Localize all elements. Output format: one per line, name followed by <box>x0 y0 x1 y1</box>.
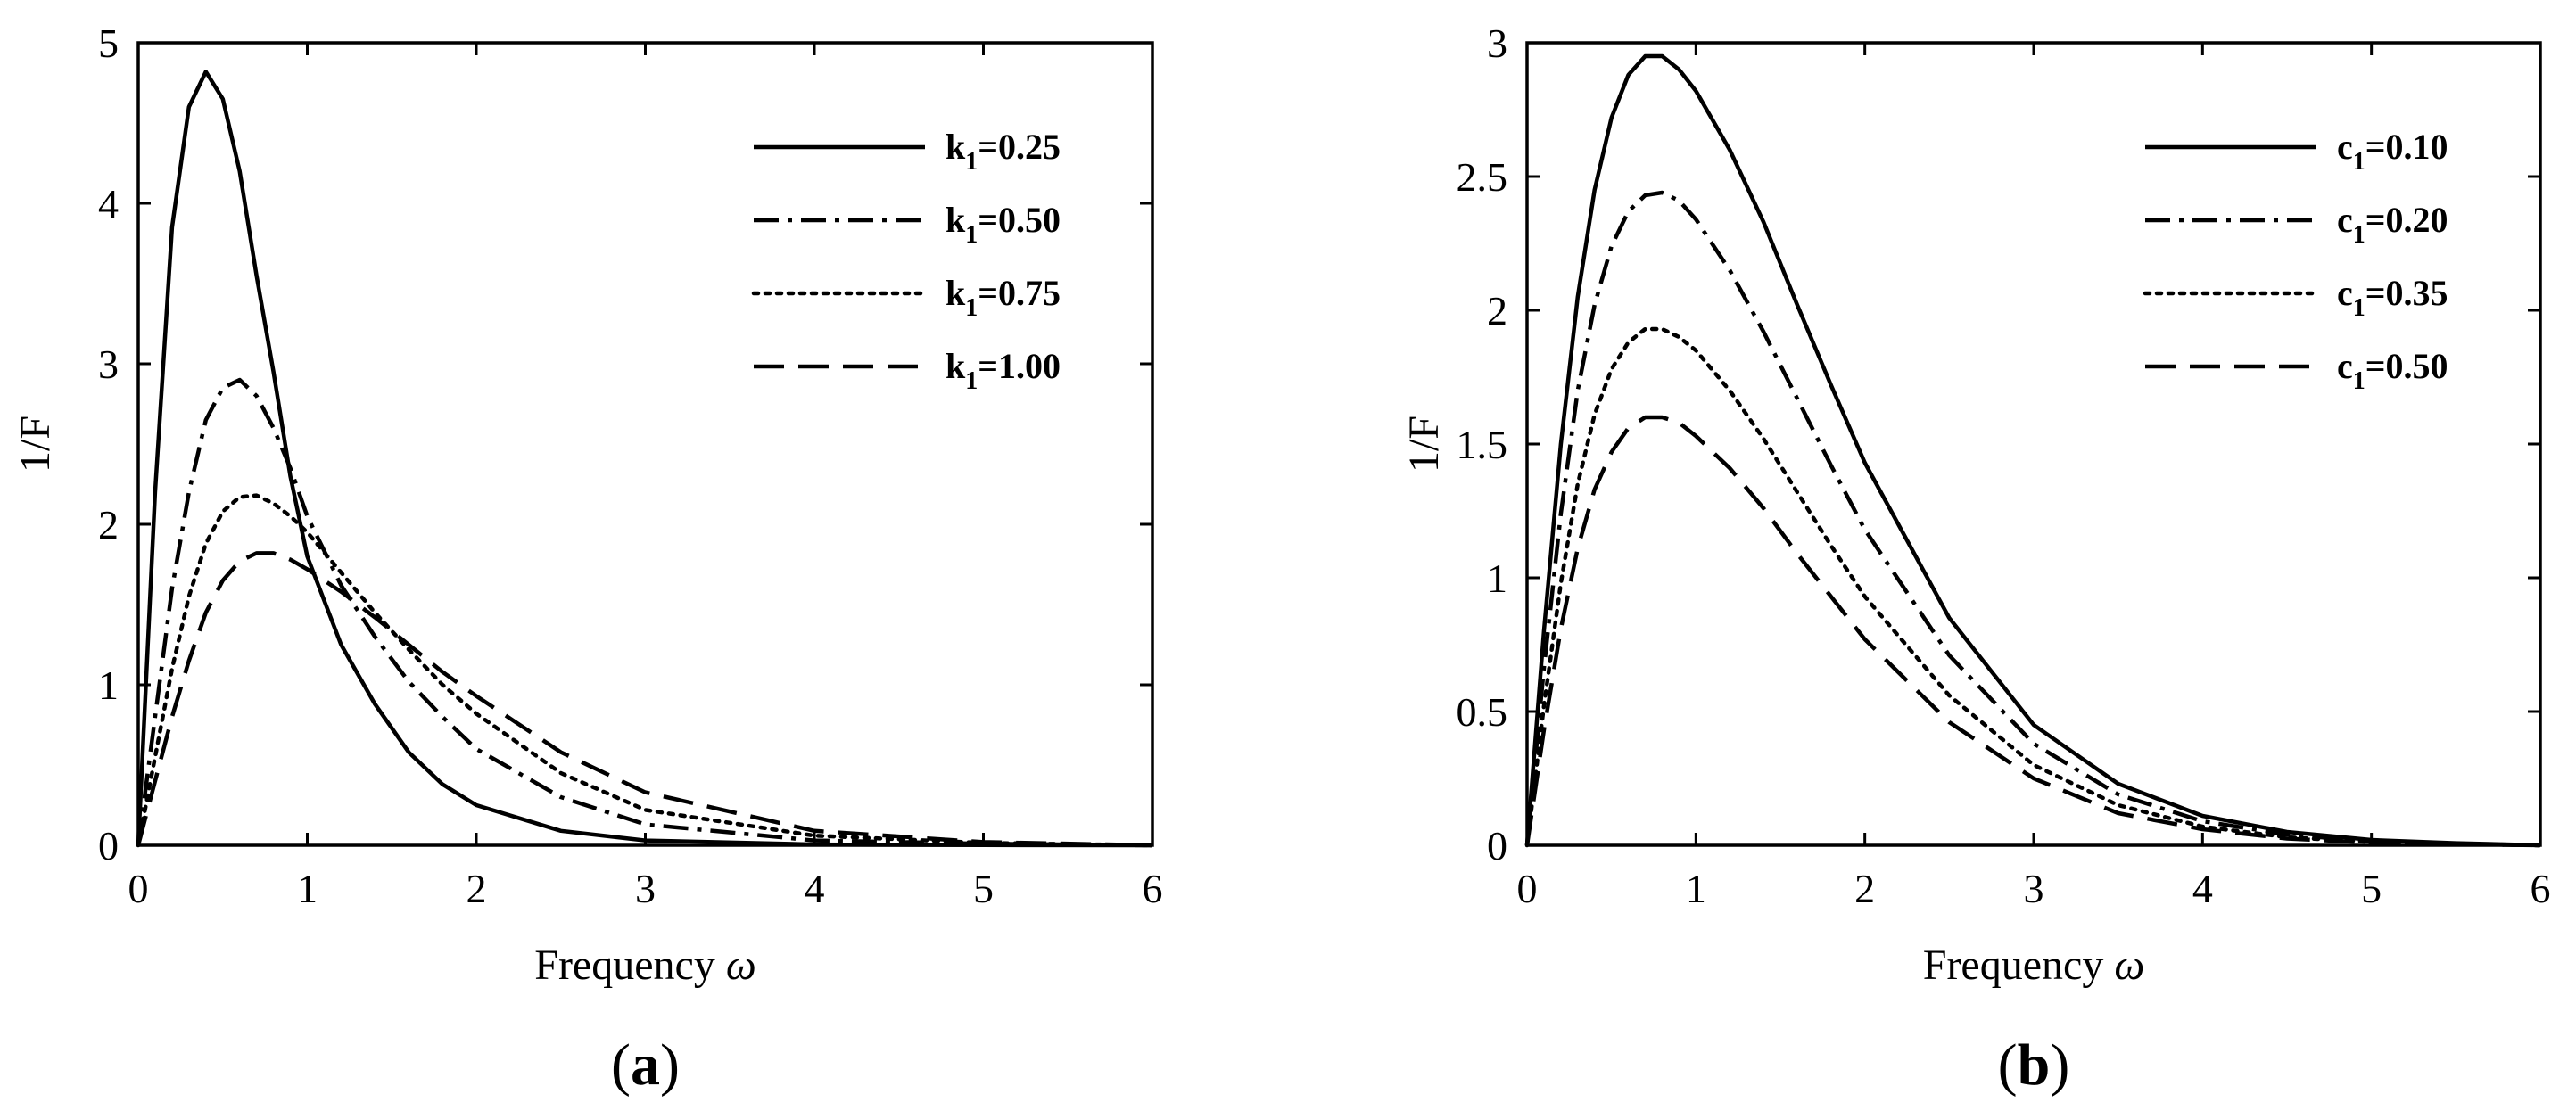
y-tick-label: 4 <box>98 181 119 226</box>
x-axis-label: Frequency ω <box>534 942 755 989</box>
x-tick-label: 3 <box>2024 866 2044 911</box>
x-tick-label: 1 <box>297 866 318 911</box>
x-tick-label: 2 <box>1854 866 1875 911</box>
x-axis-label: Frequency ω <box>1923 942 2144 989</box>
legend-label: k1=0.75 <box>945 273 1061 322</box>
legend-label-value: =0.35 <box>2365 273 2448 313</box>
y-tick-label: 2 <box>1487 288 1507 333</box>
y-tick-label: 0.5 <box>1457 689 1508 735</box>
chart-panel-b: 0 1 2 3 4 5 600.511.522.53c1=0.10c1=0.20c1=0.3… <box>1400 21 2551 1098</box>
legend-label-main: c <box>2337 346 2353 386</box>
x-tick-label: 4 <box>2192 866 2213 911</box>
x-tick-label: 5 <box>973 866 994 911</box>
chart-panel-a: 0 1 2 3 4 5 6012345k1=0.25k1=0.50k1=0.75k1=1.0… <box>12 21 1163 1098</box>
legend-label-value: =0.50 <box>978 200 1061 240</box>
series-line-k1=0.75 <box>136 493 1155 848</box>
series-line-k1=0.25 <box>136 70 1153 848</box>
legend-label: c1=0.35 <box>2337 273 2448 322</box>
legend-label-subscript: 1 <box>965 367 978 395</box>
panel-label: (a) <box>611 1033 680 1098</box>
legend-label-main: k <box>945 273 966 313</box>
legend-label-value: =0.20 <box>2365 200 2448 240</box>
y-tick-label: 2 <box>98 502 119 547</box>
y-axis-label: 1/F <box>12 416 59 473</box>
y-tick-label: 2.5 <box>1457 154 1508 200</box>
y-tick-label: 0 <box>98 823 119 868</box>
legend-label: c1=0.10 <box>2337 127 2448 176</box>
series-line-c1=0.20 <box>1524 190 2541 848</box>
legend-label-subscript: 1 <box>965 148 978 176</box>
x-tick-label: 4 <box>805 866 825 911</box>
x-tick-label: 0 <box>128 866 149 911</box>
legend-label: c1=0.20 <box>2337 200 2448 249</box>
legend-label-value: =0.75 <box>978 273 1061 313</box>
y-tick-label: 1 <box>98 662 119 708</box>
legend-label-subscript: 1 <box>965 221 978 249</box>
x-axis-label-symbol: ω <box>726 942 756 989</box>
x-tick-label: 6 <box>2531 866 2551 911</box>
legend-label-main: c <box>2337 127 2353 167</box>
legend-label-value: =0.25 <box>978 127 1061 167</box>
x-tick-label: 3 <box>635 866 656 911</box>
series-line-c1=0.10 <box>1524 53 2541 848</box>
series-line-c1=0.50 <box>1524 415 2541 848</box>
x-axis-label-text: Frequency <box>1923 942 2104 989</box>
legend-label-main: k <box>945 127 966 167</box>
legend-label: k1=1.00 <box>945 346 1061 395</box>
legend-label-main: c <box>2337 200 2353 240</box>
legend-label-main: c <box>2337 273 2353 313</box>
panel-label: (b) <box>1998 1033 2070 1098</box>
panel-label-letter: b <box>2018 1033 2051 1098</box>
legend-label-main: k <box>945 346 966 386</box>
legend-label-value: =0.50 <box>2365 346 2448 386</box>
x-tick-label: 5 <box>2361 866 2382 911</box>
x-tick-label: 6 <box>1143 866 1163 911</box>
x-tick-label: 1 <box>1686 866 1706 911</box>
legend-label-main: k <box>945 200 966 240</box>
x-axis-label-symbol: ω <box>2114 942 2144 989</box>
y-axis-label: 1/F <box>1400 416 1448 473</box>
legend-label-subscript: 1 <box>2353 148 2365 176</box>
y-tick-label: 0 <box>1487 823 1507 868</box>
legend-label-value: =1.00 <box>978 346 1061 386</box>
x-tick-label: 2 <box>466 866 487 911</box>
x-axis-label-text: Frequency <box>534 942 715 989</box>
y-tick-label: 3 <box>98 341 119 387</box>
legend-label-value: =0.10 <box>2365 127 2448 167</box>
y-tick-label: 5 <box>98 21 119 66</box>
legend-label-subscript: 1 <box>2353 221 2365 249</box>
legend-label-subscript: 1 <box>2353 367 2365 395</box>
series-line-c1=0.35 <box>1524 326 2543 848</box>
x-tick-label: 0 <box>1517 866 1538 911</box>
y-tick-label: 3 <box>1487 21 1507 66</box>
y-tick-label: 1 <box>1487 555 1507 601</box>
legend-label-subscript: 1 <box>965 294 978 322</box>
legend-label: k1=0.50 <box>945 200 1061 249</box>
legend-label-subscript: 1 <box>2353 294 2365 322</box>
series-line-k1=0.50 <box>136 377 1153 848</box>
series-line-k1=1.00 <box>136 551 1153 848</box>
legend-label: c1=0.50 <box>2337 346 2448 395</box>
y-tick-label: 1.5 <box>1457 422 1508 467</box>
panel-label-letter: a <box>631 1033 660 1098</box>
legend-label: k1=0.25 <box>945 127 1061 176</box>
